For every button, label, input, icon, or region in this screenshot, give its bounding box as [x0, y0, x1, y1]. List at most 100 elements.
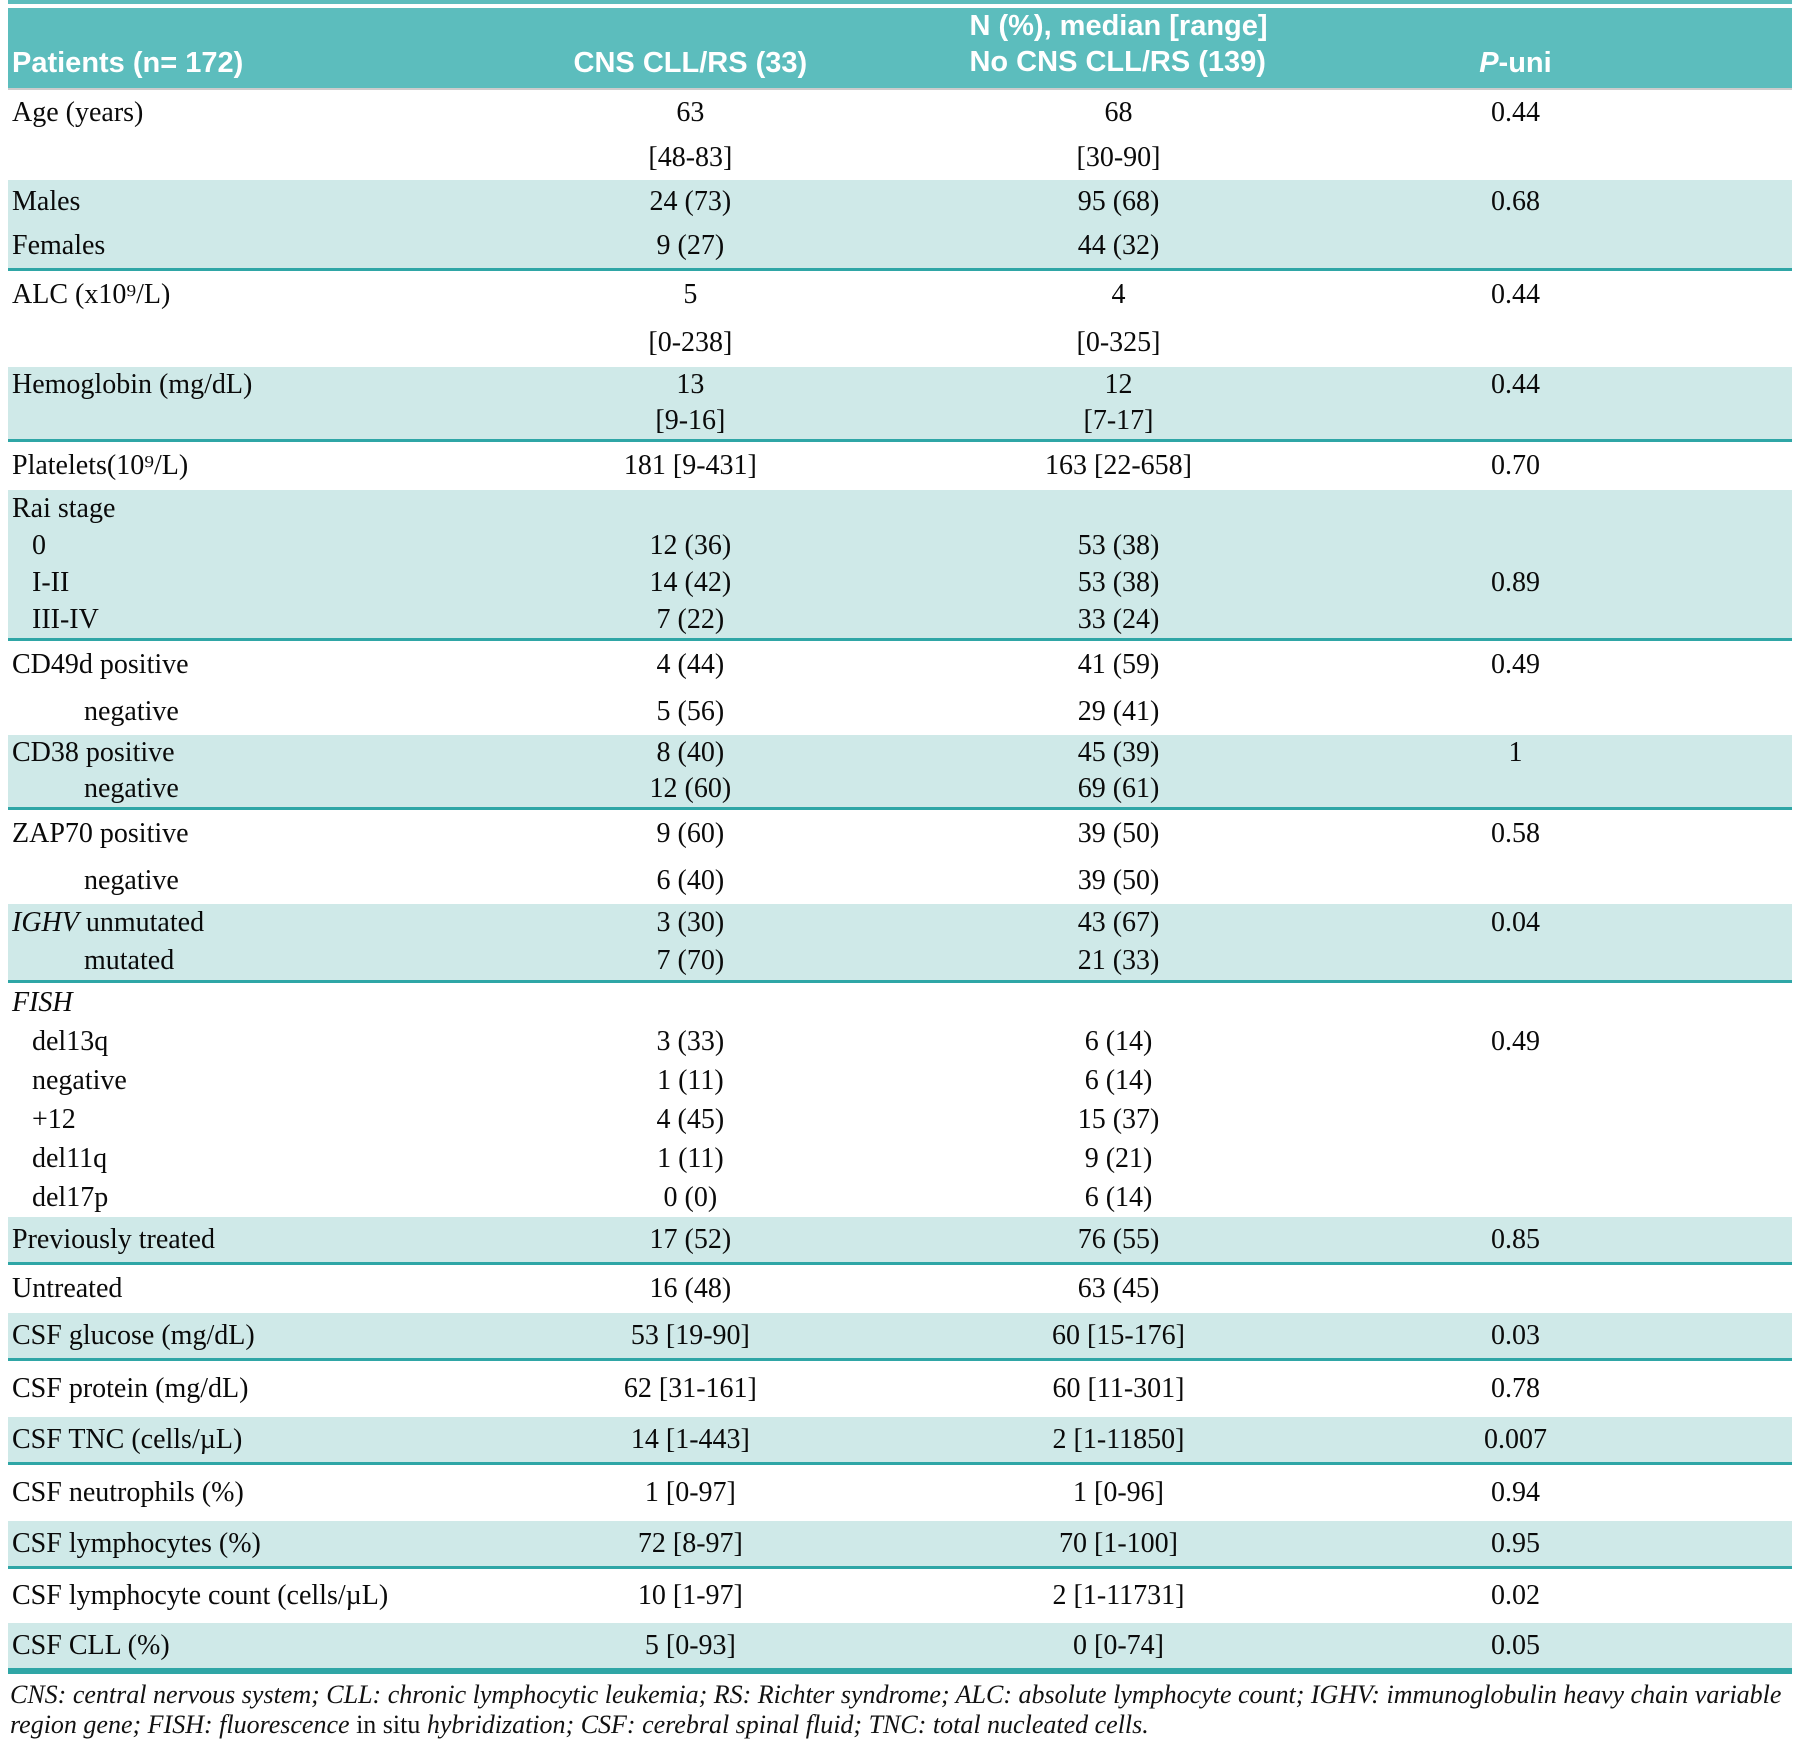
cns-value-cell: 14 (42): [649, 566, 732, 598]
table-line: Females 9 (27) 44 (32): [8, 224, 1792, 268]
table-line: [0-238] [0-325]: [8, 319, 1792, 367]
no-cns-value-cell: 53 (38): [1077, 566, 1160, 598]
cns-value-cell: [0-238]: [648, 327, 733, 358]
table-line: negative 5 (56) 29 (41): [8, 688, 1792, 735]
row-label: Age (years): [8, 97, 472, 129]
no-cns-value-cell: 4: [1111, 279, 1126, 310]
row-label-text: CD38 positive: [12, 737, 175, 768]
no-cns-value-cell: 70 [1-100]: [1059, 1527, 1179, 1559]
row-label: ZAP70 positive: [8, 818, 472, 850]
row-label-text: mutated: [84, 945, 175, 976]
row-label-text: negative: [84, 864, 179, 896]
row-label: CSF protein (mg/dL): [8, 1373, 472, 1405]
table-line: del11q 1 (11) 9 (21): [8, 1139, 1792, 1178]
column-header-units-line: N (%), median [range]: [969, 10, 1268, 42]
row-label: Males: [8, 186, 472, 218]
row-label: IGHV unmutated: [8, 907, 472, 939]
cns-value-cell: 62 [31-161]: [623, 1373, 757, 1404]
row-label: Rai stage: [8, 493, 472, 525]
table-line: del13q 3 (33) 6 (14) 0.49: [8, 1022, 1792, 1061]
row-label-italic: IGHV: [12, 907, 79, 938]
no-cns-value-cell: [0-325]: [1076, 327, 1161, 358]
cns-value-cell: 9 (60): [656, 817, 725, 849]
row-label-text: CSF lymphocytes (%): [12, 1527, 261, 1559]
row-label-text: +12: [32, 1103, 76, 1135]
column-header-p-uni: P-uni: [1328, 47, 1703, 88]
p-italic: P: [1479, 47, 1499, 79]
cns-value-cell: 53 [19-90]: [630, 1319, 750, 1351]
cns-value-cell: 13: [676, 369, 705, 400]
cns-value-cell: 9 (27): [656, 230, 725, 261]
header-spacer: [1703, 80, 1792, 88]
no-cns-value-cell: 76 (55): [1077, 1223, 1160, 1255]
row-label-text: CD49d positive: [12, 648, 189, 680]
p-value-cell: 0.49: [1490, 648, 1540, 680]
row-label: CD38 positive: [8, 737, 472, 769]
p-value-cell: 0.03: [1490, 1319, 1540, 1351]
table-line: ZAP70 positive 9 (60) 39 (50) 0.58: [8, 810, 1792, 857]
row-label: CSF lymphocyte count (cells/µL): [8, 1580, 472, 1612]
row-label-text: Rai stage: [12, 492, 116, 524]
table-line: Previously treated 17 (52) 76 (55) 0.85: [8, 1217, 1792, 1262]
no-cns-value-cell: 95 (68): [1077, 186, 1160, 217]
no-cns-value-cell: 2 [1-11850]: [1052, 1423, 1185, 1455]
p-value-cell: 0.49: [1490, 1025, 1540, 1057]
footnote-in-situ: in situ: [356, 1710, 421, 1739]
table-line: [48-83] [30-90]: [8, 135, 1792, 180]
table-line: CSF TNC (cells/µL) 14 [1-443] 2 [1-11850] 0…: [8, 1417, 1792, 1462]
p-value-cell: 0.78: [1490, 1373, 1540, 1404]
table-row: Untreated 16 (48) 63 (45): [8, 1265, 1792, 1313]
row-label-text: Platelets(10⁹/L): [12, 450, 189, 481]
row-label-text: Age (years): [12, 96, 144, 128]
row-label-text: ZAP70 positive: [12, 817, 189, 849]
p-value-cell: 0.58: [1490, 817, 1540, 849]
p-value-cell: 0.04: [1490, 907, 1540, 938]
row-label: mutated: [8, 945, 472, 977]
cns-value-cell: [48-83]: [648, 141, 733, 173]
no-cns-value-cell: 163 [22-658]: [1045, 450, 1193, 481]
row-label-text: 0: [32, 529, 46, 561]
column-header-patients: Patients (n= 172): [12, 47, 244, 79]
no-cns-value-cell: 63 (45): [1077, 1273, 1160, 1304]
no-cns-value-cell: 9 (21): [1084, 1142, 1153, 1174]
table-line: 0 12 (36) 53 (38): [8, 527, 1792, 564]
row-label: negative: [8, 865, 472, 897]
table-row: Platelets(10⁹/L) 181 [9-431] 163 [22-658] 0…: [8, 442, 1792, 490]
p-value-cell: 0.44: [1490, 279, 1540, 310]
table-line: Rai stage: [8, 490, 1792, 527]
cns-value-cell: 5 (56): [656, 695, 725, 727]
row-label-text: unmutated: [78, 907, 205, 938]
no-cns-value-cell: 44 (32): [1077, 230, 1160, 261]
row-label-text: Males: [12, 186, 81, 217]
cns-value-cell: 1 [0-97]: [644, 1477, 736, 1508]
no-cns-value-cell: 29 (41): [1077, 695, 1160, 727]
row-label: Platelets(10⁹/L): [8, 450, 472, 482]
no-cns-value-cell: 68: [1104, 96, 1133, 128]
cns-value-cell: 4 (44): [656, 648, 725, 680]
row-label: del13q: [8, 1026, 472, 1058]
row-label-text: negative: [84, 773, 179, 804]
table-row: CD49d positive 4 (44) 41 (59) 0.49 negative 5…: [8, 641, 1792, 735]
table-line: Age (years) 63 68 0.44: [8, 90, 1792, 135]
no-cns-value-cell: 12: [1104, 369, 1133, 400]
column-header-no-cns-cll-rs: N (%), median [range] No CNS CLL/RS (139): [909, 8, 1328, 88]
row-label: CD49d positive: [8, 649, 472, 681]
cns-value-cell: 181 [9-431]: [623, 450, 757, 481]
table-line: Platelets(10⁹/L) 181 [9-431] 163 [22-658] 0…: [8, 442, 1792, 490]
p-value-cell: 0.68: [1490, 186, 1540, 217]
table-row: FISH del13q 3 (33) 6 (14) 0.49 negative 1 (11)…: [8, 983, 1792, 1217]
cns-value-cell: 63: [676, 96, 705, 128]
row-label-text: negative: [84, 695, 179, 727]
no-cns-value-cell: 43 (67): [1077, 907, 1160, 938]
table-line: ALC (x10⁹/L) 5 4 0.44: [8, 271, 1792, 319]
cns-value-cell: 6 (40): [656, 864, 725, 896]
row-label: CSF lymphocytes (%): [8, 1528, 472, 1560]
p-value-cell: 0.85: [1490, 1223, 1540, 1255]
table-row: CSF CLL (%) 5 [0-93] 0 [0-74] 0.05: [8, 1623, 1792, 1674]
cns-value-cell: 5: [683, 279, 698, 310]
row-label: 0: [8, 530, 472, 562]
row-label-text: I-II: [32, 566, 70, 598]
table-line: [9-16] [7-17]: [8, 403, 1792, 439]
no-cns-value-cell: 41 (59): [1077, 648, 1160, 680]
cns-value-cell: 3 (33): [656, 1025, 725, 1057]
